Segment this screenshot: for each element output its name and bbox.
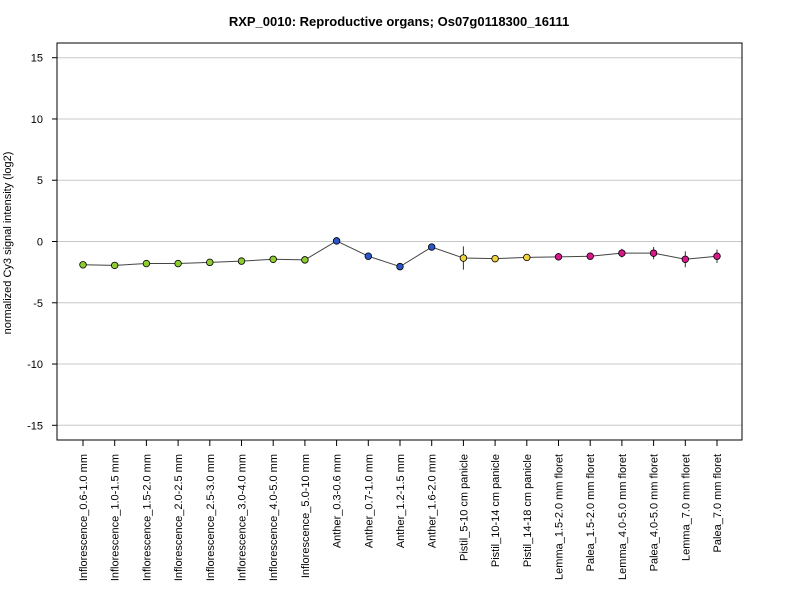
data-point bbox=[110, 261, 119, 270]
data-point bbox=[237, 257, 246, 265]
x-tick-label: Lemma_4.0-5.0 mm floret bbox=[617, 454, 629, 580]
chart-title: RXP_0010: Reproductive organs; Os07g0118… bbox=[229, 14, 569, 29]
y-tick-label: -10 bbox=[27, 359, 43, 371]
x-tick-label: Palea_4.0-5.0 mm floret bbox=[649, 454, 661, 571]
data-point bbox=[79, 261, 87, 269]
data-point bbox=[332, 237, 341, 245]
x-tick-label: Palea_7.0 mm floret bbox=[712, 454, 724, 552]
x-tick-label: Inflorescence_2.5-3.0 mm bbox=[205, 454, 217, 581]
x-tick-label: Anther_0.7-1.0 mm bbox=[363, 454, 375, 548]
data-point bbox=[618, 249, 626, 257]
data-point bbox=[554, 253, 563, 261]
y-tick-label: -5 bbox=[33, 298, 43, 310]
y-tick-label: -15 bbox=[27, 420, 43, 432]
data-point bbox=[174, 259, 182, 268]
y-tick-label: 0 bbox=[37, 237, 43, 249]
data-point bbox=[459, 254, 468, 262]
x-tick-label: Inflorescence_2.0-2.5 mm bbox=[173, 454, 185, 581]
y-axis: 15 10 5 0 -5 -10 -15 bbox=[27, 53, 57, 432]
x-tick-label: Pistil_14-18 cm panicle bbox=[522, 454, 534, 567]
x-tick-label: Anther_1.6-2.0 mm bbox=[427, 454, 439, 548]
data-point bbox=[586, 252, 594, 260]
data-points bbox=[79, 237, 721, 271]
x-tick-label: Inflorescence_5.0-10 mm bbox=[300, 454, 312, 578]
data-point bbox=[428, 243, 436, 251]
x-tick-label: Inflorescence_1.5-2.0 mm bbox=[141, 454, 153, 581]
data-point bbox=[523, 253, 531, 262]
data-point bbox=[491, 254, 499, 263]
y-axis-label: normalized Cy3 signal intensity (log2) bbox=[2, 152, 14, 335]
x-tick-label: Inflorescence_4.0-5.0 mm bbox=[268, 454, 280, 581]
data-point bbox=[142, 259, 151, 268]
data-point bbox=[269, 255, 277, 263]
data-point bbox=[206, 258, 214, 267]
x-tick-label: Lemma_7.0 mm floret bbox=[680, 454, 692, 561]
x-tick-label: Palea_1.5-2.0 mm floret bbox=[585, 454, 597, 571]
data-point bbox=[649, 249, 658, 257]
x-tick-label: Inflorescence_0.6-1.0 mm bbox=[78, 454, 90, 581]
data-point bbox=[364, 252, 372, 260]
x-tick-label: Pistil_5-10 cm panicle bbox=[458, 454, 470, 561]
x-axis: Inflorescence_0.6-1.0 mm Inflorescence_1.… bbox=[78, 440, 724, 581]
x-tick-label: Lemma_1.5-2.0 mm floret bbox=[554, 454, 566, 580]
data-point bbox=[681, 255, 689, 263]
y-tick-label: 5 bbox=[37, 175, 43, 187]
x-tick-label: Inflorescence_3.0-4.0 mm bbox=[237, 454, 249, 581]
y-tick-label: 15 bbox=[31, 53, 43, 65]
y-tick-label: 10 bbox=[31, 114, 43, 126]
gridlines bbox=[57, 57, 742, 426]
x-tick-label: Anther_0.3-0.6 mm bbox=[332, 454, 344, 548]
data-point bbox=[396, 262, 404, 271]
data-point bbox=[301, 256, 309, 264]
x-tick-label: Pistil_10-14 cm panicle bbox=[490, 454, 502, 567]
x-tick-label: Inflorescence_1.0-1.5 mm bbox=[110, 454, 122, 581]
x-tick-label: Anther_1.2-1.5 mm bbox=[395, 454, 407, 548]
data-point bbox=[713, 252, 721, 260]
